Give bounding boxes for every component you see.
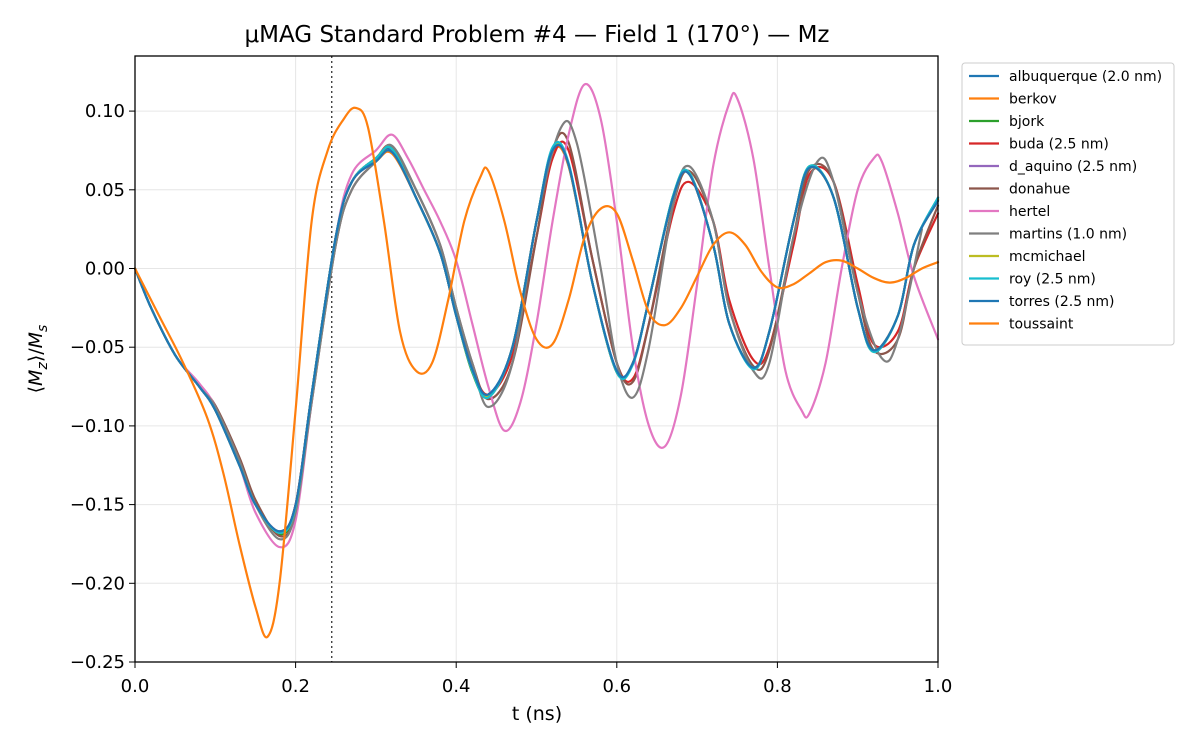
legend-label: bjork [1009, 114, 1045, 130]
x-tick-label: 0.0 [121, 676, 150, 697]
series-line-toussaint [133, 106, 940, 639]
legend-label: mcmichael [1009, 249, 1086, 265]
x-tick-label: 0.6 [602, 676, 631, 697]
legend-label: donahue [1009, 182, 1070, 198]
series-line-torres [133, 143, 940, 533]
legend-label: berkov [1009, 92, 1057, 108]
y-tick-label: 0.10 [85, 101, 125, 122]
series-layer [133, 83, 940, 639]
y-tick-label: 0.00 [85, 258, 125, 279]
y-axis-ticks: −0.25 −0.20 −0.15 −0.10 −0.05 0.00 0.05 0.10 [70, 101, 135, 673]
legend: albuquerque (2.0 nm) berkov bjork buda (2.5… [961, 62, 1175, 346]
grid [134, 56, 939, 663]
legend-label: roy (2.5 nm) [1009, 272, 1096, 288]
y-axis-label-part-3: ⟩/ [25, 348, 47, 362]
y-axis-label-part-5: s [35, 325, 51, 332]
legend-box [961, 62, 1175, 346]
y-tick-label: 0.05 [85, 180, 125, 201]
y-tick-label: −0.05 [70, 337, 125, 358]
x-tick-label: 0.8 [763, 676, 792, 697]
y-axis-label-part-4: M [25, 332, 47, 348]
y-tick-label: −0.20 [70, 573, 125, 594]
x-axis-label: t (ns) [512, 703, 562, 725]
y-axis-label: ⟨Mz⟩/Ms [25, 325, 51, 394]
y-tick-label: −0.10 [70, 416, 125, 437]
y-axis-label-part-1: M [25, 370, 47, 386]
y-tick-label: −0.15 [70, 495, 125, 516]
y-axis-label-part-0: ⟨ [25, 386, 47, 393]
y-tick-label: −0.25 [70, 652, 125, 673]
chart-title: μMAG Standard Problem #4 — Field 1 (170°… [245, 22, 830, 48]
x-axis-ticks: 0.0 0.2 0.4 0.6 0.8 1.0 [121, 662, 953, 697]
plot-frame [134, 55, 939, 663]
legend-label: albuquerque (2.0 nm) [1009, 69, 1162, 85]
x-tick-label: 0.2 [281, 676, 310, 697]
x-tick-label: 1.0 [924, 676, 953, 697]
legend-label: torres (2.5 nm) [1009, 294, 1115, 310]
legend-label: toussaint [1009, 317, 1074, 333]
legend-label: buda (2.5 nm) [1009, 137, 1109, 153]
x-tick-label: 0.4 [442, 676, 471, 697]
legend-label: martins (1.0 nm) [1009, 227, 1127, 243]
legend-label: hertel [1009, 204, 1050, 220]
legend-label: d_aquino (2.5 nm) [1009, 159, 1137, 175]
y-axis-label-part-2: z [35, 362, 51, 371]
series-line-donahue [133, 131, 940, 538]
